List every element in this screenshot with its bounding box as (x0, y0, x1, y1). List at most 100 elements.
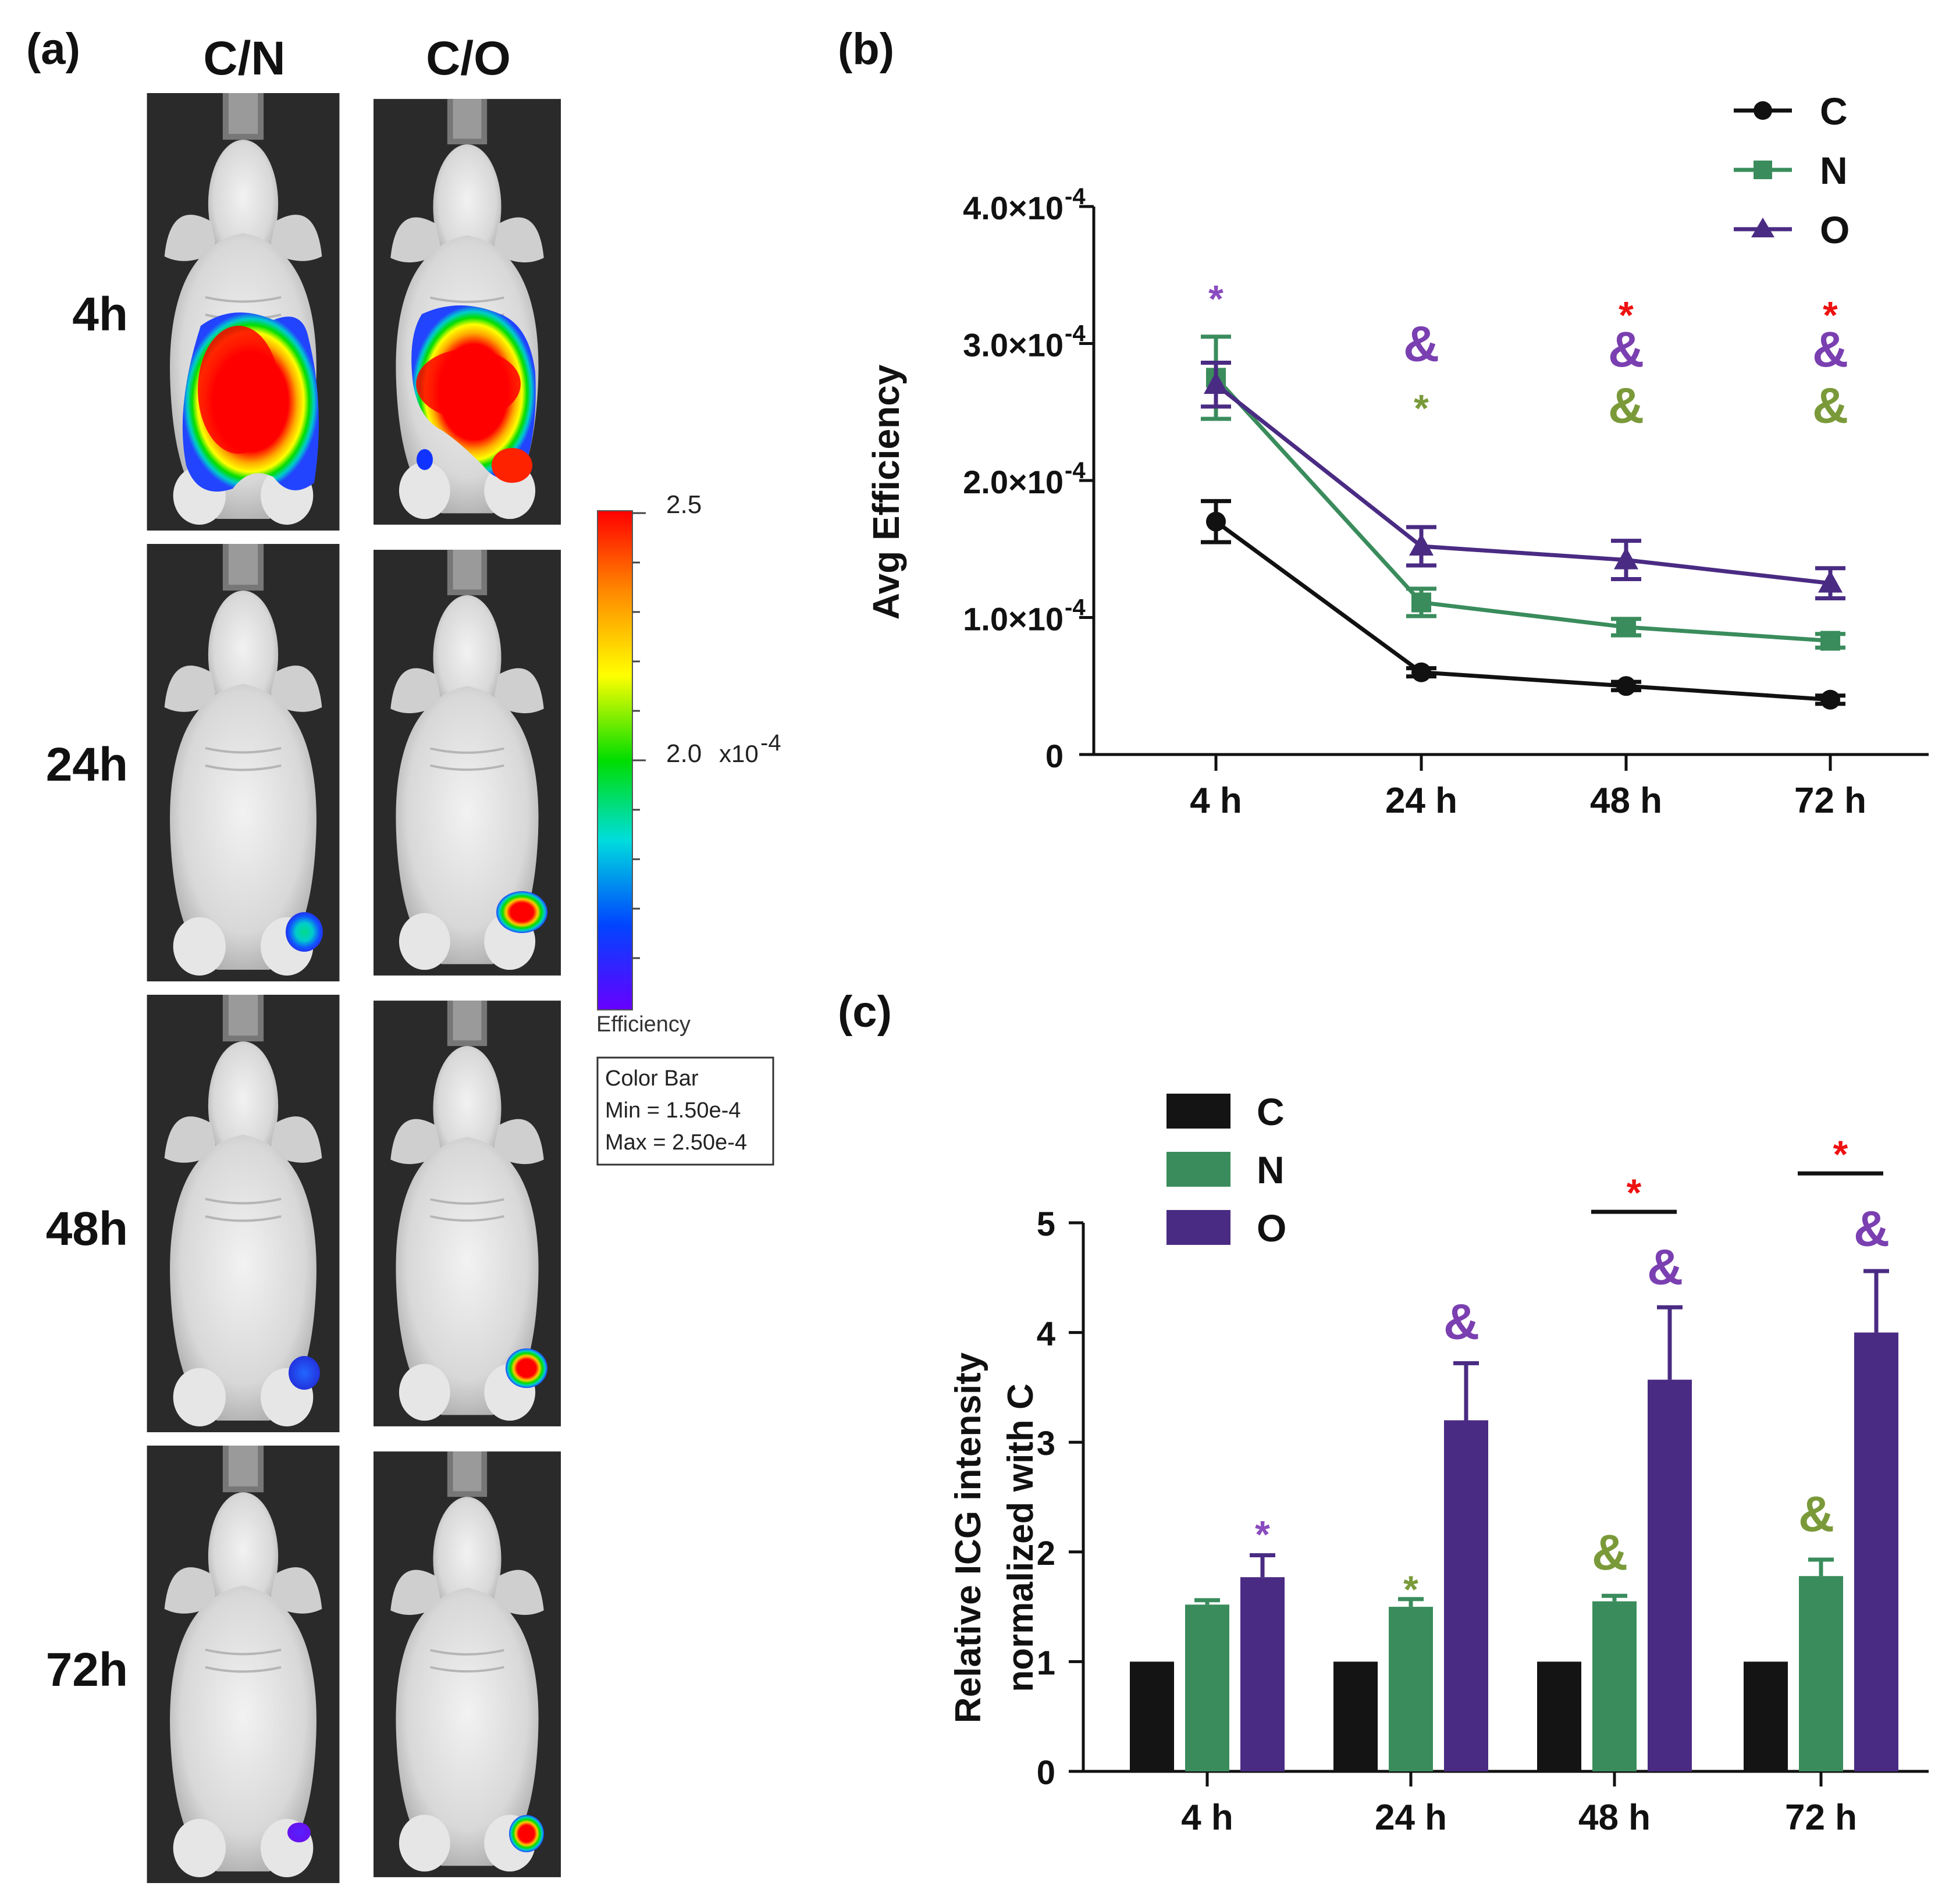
data-point-o (1818, 570, 1843, 593)
color-bar-ticks (632, 512, 646, 959)
significance-asterisk: * (1403, 1568, 1418, 1611)
mouse-image-72h-c-o (374, 1451, 561, 1877)
significance-ampersand: & (1812, 322, 1848, 378)
row-label-48h: 48h (46, 1202, 128, 1255)
legend-label-c: C (1820, 90, 1848, 133)
panel-b: (b) CNO 01.0×10 -42.0×10 -43.0×10 -44.0×10-… (838, 24, 1929, 821)
line-series-n (1214, 376, 1831, 643)
significance-ampersand: & (1608, 378, 1644, 433)
bar-chart-annotations: **&&&&&** (1255, 1133, 1890, 1611)
significance-asterisk: * (1208, 277, 1224, 320)
line-chart-x-tick-label: 72 h (1794, 781, 1866, 821)
significance-asterisk: * (1833, 1133, 1848, 1176)
color-bar-efficiency-label: Efficiency (596, 1012, 691, 1037)
significance-ampersand: & (1592, 1525, 1628, 1581)
color-bar-mid-label: 2.0 (666, 739, 702, 768)
significance-asterisk: * (1255, 1513, 1270, 1556)
color-bar-gradient (597, 510, 633, 1010)
panel-a: (a) C/N C/O 4h 24h 48h 72h (26, 24, 781, 1883)
color-bar-exponent-power: -4 (760, 730, 781, 756)
bar-chart-y-tick-label: 1 (1037, 1644, 1055, 1682)
data-point-c (1820, 689, 1840, 710)
bar-chart-x-tick-label: 48 h (1578, 1798, 1651, 1838)
significance-asterisk: * (1619, 294, 1634, 337)
panel-a-label: (a) (26, 24, 80, 74)
line-chart-x-tick-label: 4 h (1190, 781, 1242, 821)
significance-ampersand: & (1608, 322, 1644, 378)
data-point-c (1206, 511, 1226, 532)
row-label-72h: 72h (46, 1643, 128, 1696)
line-chart-y-tick-label: 3.0×10 (963, 327, 1064, 364)
bar-chart-x-tick-label: 72 h (1785, 1798, 1857, 1838)
bar-chart-y-tick-label: 3 (1037, 1425, 1055, 1462)
color-bar-max-label: 2.5 (666, 490, 702, 519)
color-bar-info-box (596, 1056, 774, 1166)
panel-b-label: (b) (838, 24, 894, 74)
data-point-o (1409, 533, 1434, 556)
column-label-c-n: C/N (203, 32, 285, 85)
significance-asterisk: * (1414, 387, 1429, 430)
bar-chart-y-tick-label: 0 (1037, 1754, 1055, 1792)
bar-c-48-h (1537, 1661, 1581, 1771)
bar-chart-x-tick-label: 4 h (1181, 1798, 1233, 1838)
line-chart-y-tick-exponent: -4 (1065, 595, 1086, 621)
bar-chart-y-tick-label: 5 (1037, 1205, 1055, 1243)
line-chart-y-tick-label: 4.0×10 (963, 190, 1064, 226)
legend-label-n: N (1257, 1148, 1285, 1191)
legend-swatch-o (1166, 1210, 1230, 1245)
significance-ampersand: & (1854, 1201, 1890, 1257)
significance-ampersand: & (1443, 1294, 1479, 1350)
panel-c-label: (c) (838, 987, 892, 1037)
bar-n-72-h (1799, 1576, 1843, 1771)
significance-ampersand: & (1647, 1239, 1683, 1295)
color-bar-box-max: Max = 2.50e-4 (605, 1130, 747, 1155)
line-chart-y-tick-label: 1.0×10 (963, 601, 1064, 638)
bar-chart-legend: CNO (1166, 1090, 1286, 1250)
bar-n-24-h (1389, 1607, 1433, 1771)
mouse-image-24h-c-o (374, 550, 561, 976)
legend-label-o: O (1257, 1207, 1286, 1250)
line-chart-legend: CNO (1734, 90, 1850, 251)
mouse-image-4h-c-o (374, 99, 561, 525)
legend-label-n: N (1820, 149, 1848, 192)
color-bar: 2.5 2.0 x10 -4 Efficiency Color Bar Min … (596, 490, 781, 1166)
legend-swatch-n (1166, 1152, 1230, 1187)
line-chart-y-axis-title: Avg Efficiency (865, 364, 907, 620)
line-chart-annotations: **&&&*&&* (1208, 277, 1848, 433)
significance-ampersand: & (1812, 378, 1848, 433)
legend-label-o: O (1820, 208, 1850, 251)
bar-n-4-h (1185, 1604, 1229, 1771)
data-point-n (1820, 631, 1840, 651)
bar-chart-y-tick-label: 2 (1037, 1535, 1055, 1572)
data-point-o (1204, 372, 1228, 394)
data-point-n (1616, 617, 1636, 637)
mouse-image-4h-c-n (147, 93, 340, 531)
bar-o-48-h (1648, 1379, 1692, 1771)
bar-chart-y-axis-title: Relative ICG intensity normalized with C (948, 1352, 1041, 1723)
significance-asterisk: * (1627, 1171, 1642, 1214)
legend-marker-c (1754, 101, 1772, 120)
bar-chart-x-tick-label: 24 h (1375, 1798, 1447, 1838)
color-bar-exponent-base: x10 (719, 740, 759, 767)
line-chart-axes: 01.0×10 -42.0×10 -43.0×10 -44.0×10 -44 h 24 h… (963, 184, 1929, 821)
mouse-image-48h-c-o (374, 1001, 561, 1426)
data-point-c (1616, 676, 1636, 696)
line-chart-series (1201, 334, 1845, 710)
line-chart-y-tick-exponent: -4 (1065, 184, 1086, 209)
significance-ampersand: & (1403, 316, 1439, 372)
legend-swatch-c (1166, 1094, 1230, 1129)
bar-n-48-h (1592, 1601, 1637, 1771)
legend-marker-n (1754, 161, 1772, 179)
panel-c: (c) CNO 0 1 2 3 4 5 4 h 24 h 48 h 72 h Relative I… (838, 987, 1929, 1838)
bar-o-4-h (1240, 1577, 1285, 1771)
line-chart-x-tick-label: 48 h (1590, 781, 1662, 821)
line-series-o (1214, 383, 1831, 586)
column-label-c-o: C/O (426, 32, 511, 85)
line-chart-x-tick-label: 24 h (1385, 781, 1457, 821)
data-point-c (1411, 662, 1431, 682)
significance-ampersand: & (1798, 1486, 1834, 1542)
mouse-image-72h-c-n (147, 1446, 340, 1883)
bar-c-72-h (1744, 1661, 1788, 1771)
significance-asterisk: * (1823, 294, 1838, 337)
